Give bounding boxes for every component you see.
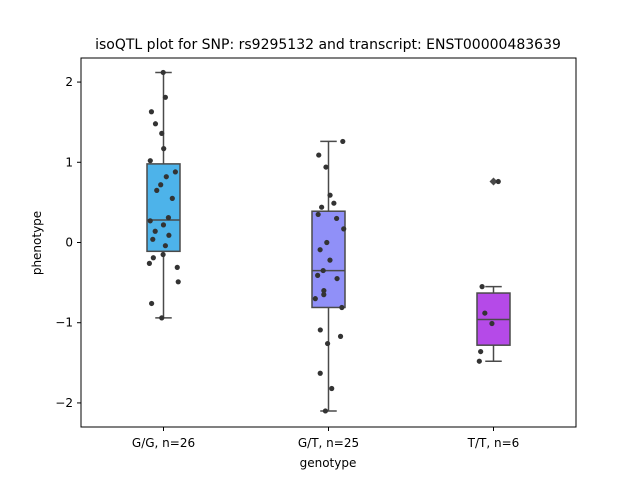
data-point (149, 300, 155, 307)
data-point (165, 215, 172, 221)
data-point (162, 243, 168, 249)
x-tick-label: T/T, n=6 (467, 436, 520, 450)
data-point (169, 195, 175, 201)
chart-title: isoQTL plot for SNP: rs9295132 and trans… (95, 37, 561, 53)
data-point (324, 340, 331, 347)
data-point (324, 239, 330, 246)
data-point (323, 164, 329, 170)
x-tick-label: G/T, n=25 (298, 436, 359, 450)
y-tick-label: 0 (65, 236, 73, 250)
data-point (315, 272, 321, 278)
data-point (152, 228, 158, 234)
data-point (334, 275, 340, 282)
data-point (339, 304, 345, 311)
data-point (317, 327, 323, 333)
data-point (160, 69, 166, 76)
data-point (482, 310, 488, 316)
data-point (163, 174, 169, 180)
data-point (341, 226, 347, 232)
data-point (322, 408, 329, 414)
x-tick-label: G/G, n=26 (132, 436, 195, 450)
data-point (161, 146, 167, 152)
data-point (162, 94, 169, 100)
data-point (321, 292, 327, 298)
data-point (150, 255, 156, 261)
data-point (329, 385, 335, 392)
data-point (327, 257, 333, 263)
data-point (150, 236, 156, 242)
data-point (317, 370, 323, 376)
data-point (146, 260, 152, 266)
outlier-marker (489, 177, 498, 186)
x-axis-label: genotype (300, 456, 357, 470)
y-tick-label: −2 (55, 396, 73, 410)
data-point (478, 348, 484, 355)
data-point (479, 284, 485, 290)
data-point (489, 320, 495, 327)
data-point (312, 296, 318, 302)
y-tick-label: −1 (55, 316, 73, 330)
y-tick-label: 1 (65, 155, 73, 169)
data-point (321, 288, 327, 294)
data-point (147, 218, 153, 224)
y-axis-label: phenotype (30, 211, 44, 275)
data-point (172, 169, 178, 175)
data-point (174, 264, 180, 270)
data-point (476, 358, 482, 364)
data-point (159, 130, 165, 137)
data-point (160, 222, 167, 228)
data-point (158, 182, 164, 188)
data-point (327, 192, 333, 198)
data-point (160, 251, 166, 258)
data-point (320, 267, 326, 274)
data-point (319, 204, 325, 210)
data-point (175, 279, 181, 285)
data-point (154, 187, 160, 193)
data-point (159, 315, 165, 321)
plot-area: G/G, n=26 G/T, n=25 T/T, n=6 2 1 0 −1 −2 (55, 57, 577, 450)
data-point (334, 215, 340, 222)
data-point (166, 232, 172, 238)
data-point (147, 158, 153, 164)
data-point (337, 333, 344, 339)
data-point (148, 109, 155, 115)
data-point (315, 211, 321, 218)
y-tick-label: 2 (65, 75, 73, 89)
data-point (317, 247, 323, 253)
data-point (331, 200, 337, 206)
axes-frame (80, 57, 577, 428)
data-point (495, 178, 501, 185)
data-point (340, 138, 346, 145)
data-point (316, 152, 322, 158)
data-point (152, 121, 159, 127)
